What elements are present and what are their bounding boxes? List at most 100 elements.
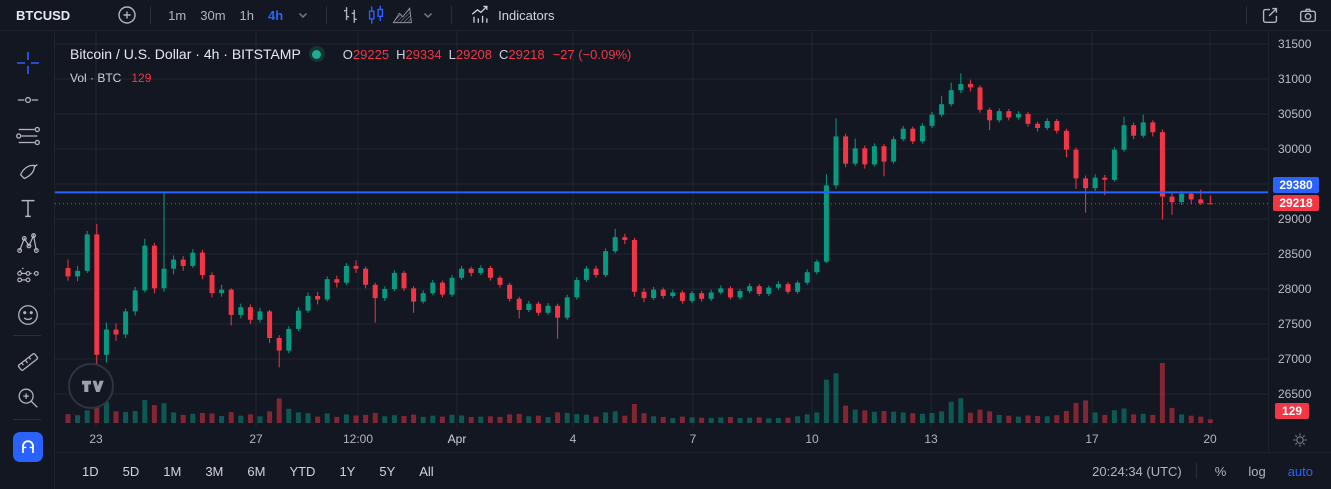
range-button-all[interactable]: All	[419, 463, 434, 479]
compare-add-symbol-button[interactable]	[114, 2, 140, 28]
ohlc-c: C29218	[499, 46, 545, 62]
chart-plot-area[interactable]: Bitcoin / U.S. Dollar · 4h · BITSTAMP O2…	[55, 31, 1268, 427]
chart-style-bars-button[interactable]	[337, 2, 363, 28]
time-tick-label: 4	[569, 432, 577, 446]
price-tick-label: 31000	[1278, 72, 1312, 86]
chart-style-menu-button[interactable]	[415, 2, 441, 28]
take-snapshot-button[interactable]	[1295, 2, 1321, 28]
toolbar-separator	[326, 6, 328, 24]
zoom-in-tool-button[interactable]	[13, 383, 43, 413]
toolbar-separator	[150, 6, 152, 24]
time-tick-label: 27	[249, 432, 263, 446]
trend-line-tool-button[interactable]	[13, 85, 43, 115]
top-toolbar: BTCUSD 1m 30m 1h 4h	[0, 0, 1331, 31]
interval-button-1m[interactable]: 1m	[168, 7, 187, 23]
toolbar-right-group	[1236, 2, 1321, 28]
gear-icon	[1292, 432, 1308, 448]
ohlc-l: L29208	[448, 46, 493, 62]
text-icon	[15, 195, 41, 221]
interval-menu-button[interactable]	[290, 2, 316, 28]
range-button-1y[interactable]: 1Y	[339, 463, 356, 479]
price-tick-label: 27500	[1278, 317, 1312, 331]
time-tick-label: 10	[805, 432, 819, 446]
ohlc-h: H29334	[396, 46, 442, 62]
chart-style-candles-button[interactable]	[363, 2, 389, 28]
emoji-tool-button[interactable]	[13, 300, 43, 330]
ohlc-change: −27 (−0.09%)	[552, 46, 632, 62]
time-tick-label: 7	[689, 432, 697, 446]
range-button-ytd[interactable]: YTD	[289, 463, 316, 479]
price-line-label: 29380	[1273, 177, 1319, 193]
trend-line-icon	[15, 87, 41, 113]
axis-settings-corner[interactable]	[1268, 427, 1331, 453]
interval-button-4h[interactable]: 4h	[268, 7, 284, 23]
market-status-dot[interactable]	[308, 46, 325, 62]
drawing-tools-sidebar	[0, 31, 55, 489]
percent-scale-button[interactable]: %	[1214, 463, 1227, 479]
bottom-separator	[1195, 463, 1197, 479]
price-tick-label: 26500	[1278, 387, 1312, 401]
crosshair-tool-button[interactable]	[13, 48, 43, 78]
ruler-tool-button[interactable]	[13, 347, 43, 377]
volume-axis-label: 129	[1275, 403, 1309, 419]
toolbar-separator	[1246, 6, 1247, 24]
indicators-label: Indicators	[498, 7, 555, 23]
price-tick-label: 28000	[1278, 282, 1312, 296]
time-tick-label: 17	[1085, 432, 1099, 446]
brush-tool-button[interactable]	[13, 157, 43, 187]
interval-group: 1m 30m 1h 4h	[161, 2, 290, 28]
plus-circle-icon	[116, 4, 138, 26]
range-button-1d[interactable]: 1D	[82, 463, 99, 479]
chart-legend: Bitcoin / U.S. Dollar · 4h · BITSTAMP O2…	[70, 46, 631, 62]
last-price-label: 29218	[1273, 195, 1319, 211]
open-in-new-window-button[interactable]	[1257, 2, 1283, 28]
range-button-1m[interactable]: 1M	[163, 463, 182, 479]
chart-title[interactable]: Bitcoin / U.S. Dollar · 4h · BITSTAMP	[70, 46, 301, 62]
ohlc-o: O29225	[342, 46, 390, 62]
forecast-tool-button[interactable]	[13, 264, 43, 294]
indicators-button[interactable]: Indicators	[462, 2, 560, 28]
time-tick-label: 23	[89, 432, 103, 446]
time-tick-label: Apr	[447, 432, 467, 446]
external-link-icon	[1259, 4, 1281, 26]
emoji-icon	[15, 302, 41, 328]
status-dot-icon	[312, 49, 322, 59]
zoom-in-icon	[15, 385, 41, 411]
price-tick-label: 29000	[1278, 212, 1312, 226]
auto-scale-button[interactable]: auto	[1287, 463, 1313, 479]
range-button-6m[interactable]: 6M	[247, 463, 266, 479]
tradingview-logo-icon	[82, 380, 104, 392]
xabcd-pattern-icon	[15, 231, 41, 257]
range-button-5y[interactable]: 5Y	[379, 463, 396, 479]
interval-button-30m[interactable]: 30m	[200, 7, 226, 23]
price-axis[interactable]: 31500 31000 30500 30000 29000 28500 28000 27500…	[1268, 31, 1331, 427]
log-scale-button[interactable]: log	[1248, 463, 1266, 479]
sidebar-separator	[13, 419, 41, 420]
candles-chart-type-icon	[364, 3, 388, 27]
price-chart-svg	[55, 31, 1268, 427]
date-range-group: 1D 5D 1M 3M 6M YTD 1Y 5Y All	[75, 461, 451, 482]
fib-retracement-tool-button[interactable]	[13, 121, 43, 151]
indicators-icon	[468, 3, 492, 27]
forecast-icon	[15, 266, 41, 292]
time-tick-label: 20	[1203, 432, 1217, 446]
symbol-button[interactable]: BTCUSD	[16, 7, 71, 23]
chart-style-area-button[interactable]	[389, 2, 415, 28]
bottom-right-group: 20:24:34 (UTC) % log auto	[1092, 462, 1317, 481]
price-tick-label: 30500	[1278, 107, 1312, 121]
time-tick-label: 13	[924, 432, 938, 446]
interval-button-1h[interactable]: 1h	[239, 7, 254, 23]
bars-chart-type-icon	[338, 3, 362, 27]
magnet-tool-button[interactable]	[13, 432, 43, 462]
clock-utc[interactable]: 20:24:34 (UTC)	[1092, 463, 1182, 479]
xabcd-pattern-tool-button[interactable]	[13, 229, 43, 259]
range-button-5d[interactable]: 5D	[122, 463, 140, 479]
volume-label[interactable]: Vol · BTC	[70, 71, 122, 85]
text-tool-button[interactable]	[13, 193, 43, 223]
crosshair-icon	[14, 49, 42, 77]
tradingview-logo-watermark	[68, 363, 114, 409]
ohlc-readout: O29225 H29334 L29208 C29218	[343, 47, 545, 62]
range-button-3m[interactable]: 3M	[205, 463, 224, 479]
time-axis[interactable]: 23 27 12:00 Apr 4 7 10 13 17 20	[55, 427, 1268, 453]
price-tick-label: 28500	[1278, 247, 1312, 261]
